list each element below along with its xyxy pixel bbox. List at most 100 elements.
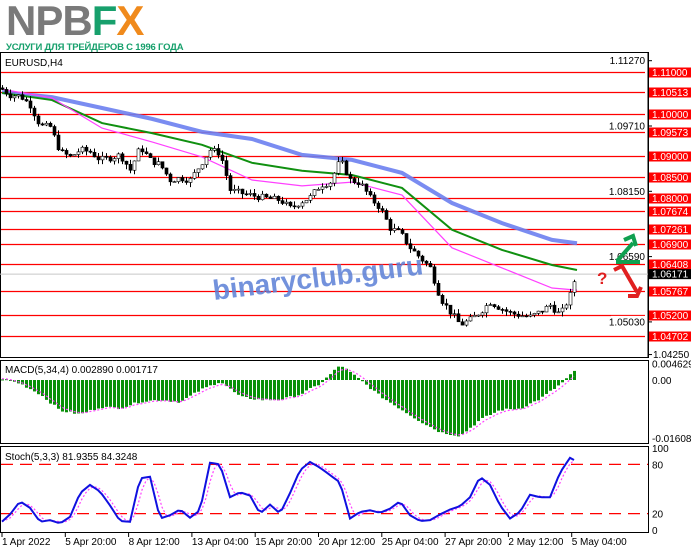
macd-bar: [325, 377, 328, 380]
candle-body: [268, 196, 273, 199]
macd-bar: [85, 380, 88, 413]
time-tick-label: 15 Apr 20:00: [255, 537, 312, 548]
time-axis: 1 Apr 2022 5 Apr 20:00 8 Apr 12:00 13 Apr 0…: [1, 533, 627, 548]
macd-bar: [397, 380, 400, 409]
candle-body: [320, 186, 325, 190]
macd-bar: [485, 380, 488, 416]
macd-bar: [45, 380, 48, 400]
macd-bar: [121, 380, 124, 409]
price-tick-label-bg: [611, 250, 646, 262]
candle-body: [560, 307, 565, 313]
macd-bar: [241, 380, 244, 397]
symbol-label: EURUSD,H4: [5, 58, 63, 69]
candle-body: [496, 306, 501, 310]
candle-body: [192, 172, 197, 179]
candle-body: [196, 168, 201, 173]
level-label: 1.07674: [652, 207, 689, 218]
candle-body: [172, 181, 177, 183]
macd-bar: [393, 380, 396, 406]
candle-body: [220, 154, 225, 161]
macd-bar: [297, 380, 300, 396]
candle-body: [544, 306, 549, 313]
macd-bar: [373, 380, 376, 391]
time-tick-label: 25 Apr 04:00: [382, 537, 439, 548]
candle-body: [380, 208, 385, 211]
candle-body: [452, 313, 457, 316]
macd-bar: [285, 380, 288, 398]
level-label: 1.06408: [652, 260, 689, 271]
time-tick-label: 5 May 04:00: [572, 537, 627, 548]
candle-body: [60, 149, 65, 152]
price-tick-label: 1.08150: [609, 187, 646, 198]
macd-bar: [501, 380, 504, 411]
macd-bar: [353, 374, 356, 380]
candle-body: [388, 219, 393, 231]
macd-bar: [149, 380, 152, 401]
macd-bar: [505, 380, 508, 409]
macd-bar: [525, 380, 528, 407]
candle-body: [352, 178, 357, 183]
macd-panel[interactable]: 0.004629 0.00 -0.016088: [0, 359, 691, 445]
candle-body: [464, 320, 469, 326]
candle-body: [328, 182, 333, 187]
macd-bar: [401, 380, 404, 411]
macd-bar: [277, 380, 280, 401]
candle-body: [104, 156, 109, 158]
candle-body: [120, 153, 125, 162]
macd-bar: [469, 380, 472, 428]
macd-bar: [533, 380, 536, 402]
candle-body: [420, 255, 425, 262]
level-label-box: [649, 259, 691, 270]
candle-body: [508, 311, 513, 313]
macd-bar: [509, 380, 512, 410]
macd-bar: [389, 380, 392, 403]
macd-bar: [105, 380, 108, 407]
price-tick-label: 1.04250: [653, 350, 690, 361]
candle-body: [252, 193, 257, 197]
candle-body: [132, 160, 137, 171]
macd-bar: [433, 380, 436, 430]
candle-body: [516, 313, 521, 317]
candle-body: [12, 95, 17, 99]
arrow-up-icon: [615, 233, 640, 264]
candle-body: [292, 205, 297, 208]
macd-bar: [481, 380, 484, 418]
level-label-box: [649, 331, 691, 342]
stoch-panel-border: [0, 446, 649, 533]
candle-body: [540, 310, 545, 313]
macd-bar: [429, 380, 432, 427]
stoch-main-line: [1, 456, 575, 524]
macd-bar: [129, 380, 132, 406]
level-label-box: [649, 127, 691, 138]
macd-bar: [345, 368, 348, 380]
candle-body: [440, 295, 445, 304]
question-mark: ?: [597, 269, 607, 288]
macd-bar: [557, 380, 560, 386]
level-label-box: [649, 151, 691, 162]
time-tick-label: 2 May 12:00: [508, 537, 563, 548]
price-tick-label: 1.09710: [609, 121, 646, 132]
candle-body: [484, 305, 489, 314]
level-label: 1.06900: [652, 240, 689, 251]
time-tick-label: 1 Apr 2022: [2, 537, 51, 548]
stochastic-panel[interactable]: 100 80 20 0: [0, 444, 670, 537]
macd-bar: [289, 380, 292, 397]
candle-body: [356, 182, 361, 185]
macd-bar: [65, 380, 68, 413]
price-tick-label-bg: [611, 185, 646, 197]
logo-x: X: [116, 0, 144, 44]
price-tick-label: 1.06590: [609, 252, 646, 263]
price-panel[interactable]: 1.11270 1.09710 1.08150 1.06590 1.05030 1.042…: [0, 52, 691, 361]
macd-bar: [381, 380, 384, 399]
candle-body: [4, 89, 9, 95]
macd-bar: [553, 380, 556, 389]
macd-bar: [545, 380, 548, 394]
candle-body: [276, 195, 281, 201]
candle-body: [20, 94, 25, 100]
candle-body: [96, 156, 101, 161]
macd-bar: [21, 380, 24, 385]
macd-bar: [461, 380, 464, 435]
level-label-box: [649, 172, 691, 183]
candle-body: [136, 148, 141, 162]
